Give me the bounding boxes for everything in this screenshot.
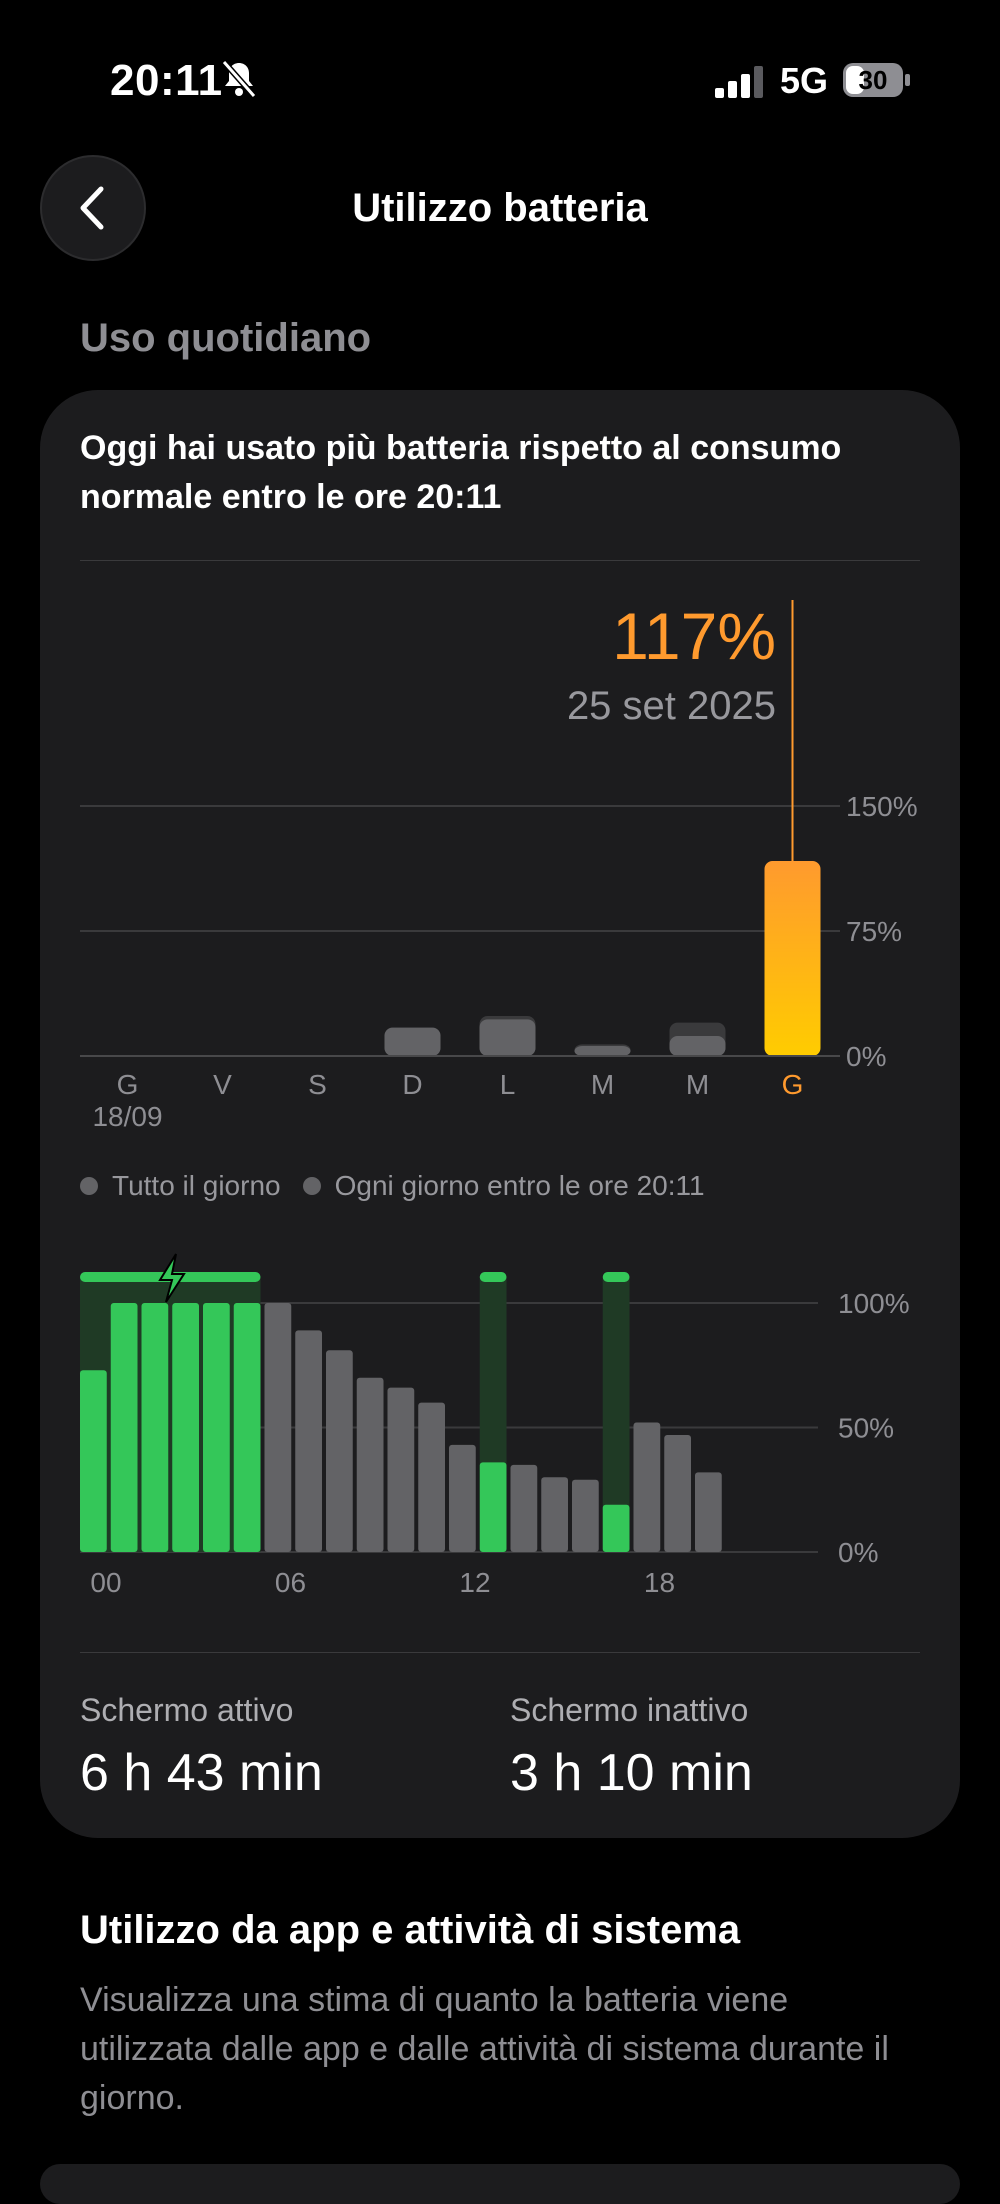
y-tick-label: 0% [838,1537,878,1568]
hour-bar [264,1303,292,1552]
hour-bar [449,1444,476,1552]
hour-bar-charging [203,1303,230,1552]
screen-active-value: 6 h 43 min [80,1744,323,1802]
network-label: 5G [780,60,829,101]
hour-bar [633,1422,661,1552]
chart-legend: Tutto il giorno Ogni giorno entro le ore… [80,1170,727,1202]
hour-bar-charging [479,1462,507,1552]
x-tick-label: L [500,1069,516,1100]
legend-label-all-day: Tutto il giorno [112,1170,281,1201]
selected-day-value: 117% [612,599,776,673]
hour-bar-charging [172,1303,199,1552]
app-usage-card [40,2164,960,2204]
x-tick-label: 18 [644,1567,675,1598]
bar-by-time [574,1046,631,1056]
daily-usage-card [40,390,960,1838]
x-tick-label: 12 [459,1567,490,1598]
hour-bar [295,1330,322,1552]
screen-inactive-label: Schermo inattivo [510,1692,749,1728]
apps-section-title: Utilizzo da app e attività di sistema [80,1908,741,1952]
divider [80,560,920,561]
hour-bar [510,1464,538,1552]
chevron-left-icon [80,186,104,230]
x-tick-label: D [402,1069,422,1100]
y-tick-label: 75% [846,916,902,947]
status-bar: 20:11 5G 30 [0,0,1000,160]
page-title: Utilizzo batteria [352,186,648,230]
status-time: 20:11 [110,56,223,105]
battery-level: 30 [858,65,888,95]
bar-by-time [384,1027,441,1056]
hour-bar-charging [110,1303,138,1552]
x-tick-label: M [686,1069,709,1100]
hour-bar [326,1350,353,1552]
screen-inactive-stat: Schermo inattivo 3 h 10 min [510,1692,753,1803]
screen-inactive-value: 3 h 10 min [510,1744,753,1802]
x-tick-label: V [213,1069,232,1100]
lightning-bolt-icon [158,1253,186,1303]
signal-icon [715,66,763,98]
bell-slash-icon [221,60,257,98]
y-tick-label: 50% [838,1413,894,1444]
selected-day-date: 25 set 2025 [566,684,776,728]
hour-bar-charging [233,1303,261,1552]
hour-bar-charging [80,1370,107,1552]
legend-item-by-time: Ogni giorno entro le ore 20:11 [302,1170,705,1202]
charging-indicator-bar [602,1272,630,1282]
x-tick-label: S [308,1069,327,1100]
hour-bar-charging [602,1504,630,1552]
legend-dot [302,1177,321,1195]
bar-selected-day [764,861,821,1056]
battery-icon [843,63,910,97]
x-tick-label: 06 [275,1567,306,1598]
legend-item-all-day: Tutto il giorno [80,1170,281,1202]
usage-headline: Oggi hai usato più batteria rispetto al … [80,429,842,516]
apps-section-description: Visualizza una stima di quanto la batter… [80,1981,889,2117]
bar-by-time [669,1036,726,1056]
hour-bar-charging [141,1303,169,1552]
legend-label-by-time: Ogni giorno entro le ore 20:11 [334,1170,705,1201]
bar-by-time [479,1019,536,1056]
x-tick-label: M [591,1069,614,1100]
section-header-daily-usage: Uso quotidiano [80,316,372,360]
hour-bar [664,1434,691,1552]
back-button[interactable] [40,155,146,261]
charging-band [80,1276,261,1552]
x-tick-label: G [117,1069,139,1100]
hour-bar [541,1477,568,1552]
hour-bar [356,1377,384,1552]
y-tick-label: 150% [846,791,918,822]
y-tick-label: 0% [846,1041,886,1072]
screen-active-label: Schermo attivo [80,1692,294,1728]
x-date-label: 18/09 [92,1101,162,1132]
hour-bar [387,1387,415,1552]
x-tick-label: 00 [90,1567,121,1598]
divider [80,1652,920,1653]
screen-active-stat: Schermo attivo 6 h 43 min [80,1692,323,1803]
legend-dot [80,1177,98,1195]
hour-bar [695,1472,722,1552]
hour-bar [572,1479,599,1552]
charging-indicator-bar [479,1272,507,1282]
x-tick-label: G [782,1069,804,1100]
hour-bar [418,1402,445,1552]
y-tick-label: 100% [838,1288,910,1319]
